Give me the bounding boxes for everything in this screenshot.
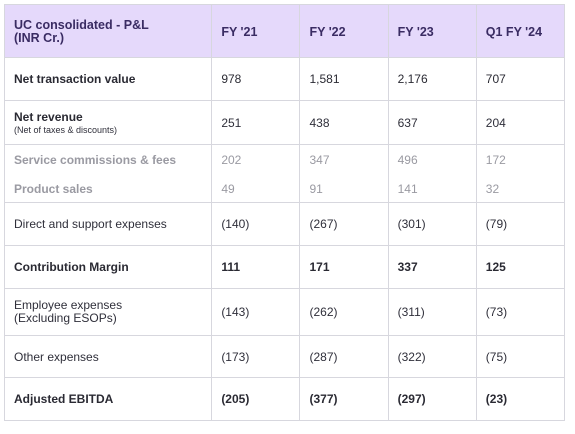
row-adjusted-ebitda: Adjusted EBITDA (205) (377) (297) (23): [3, 377, 566, 421]
row-label-note: (Net of taxes & discounts): [14, 125, 118, 135]
header-label-cell: UC consolidated - P&L (INR Cr.): [3, 4, 213, 58]
row-label: Direct and support expenses: [3, 202, 213, 246]
row-value: 251: [211, 100, 301, 145]
header-period-fy23: FY '23: [387, 4, 477, 58]
row-value: (297): [387, 377, 477, 421]
row-value: (75): [475, 335, 566, 378]
row-value: 49: [211, 175, 301, 203]
row-label-cell: Net revenue (Net of taxes & discounts): [3, 100, 213, 145]
row-value: (262): [299, 288, 389, 336]
row-label: Product sales: [3, 175, 213, 203]
row-label-cell: Employee expenses (Excluding ESOPs): [3, 288, 213, 336]
pl-table: UC consolidated - P&L (INR Cr.) FY '21 F…: [3, 4, 566, 421]
row-value: 496: [387, 144, 477, 176]
row-value: 91: [299, 175, 389, 203]
header-row: UC consolidated - P&L (INR Cr.) FY '21 F…: [3, 4, 566, 58]
row-value: 337: [387, 245, 477, 289]
row-value: (267): [299, 202, 389, 246]
row-value: (23): [475, 377, 566, 421]
header-label-line2: (INR Cr.): [14, 31, 64, 45]
row-direct-support-expenses: Direct and support expenses (140) (267) …: [3, 202, 566, 246]
row-label: Other expenses: [3, 335, 213, 378]
row-value: 172: [475, 144, 566, 176]
row-value: 707: [475, 57, 566, 101]
row-other-expenses: Other expenses (173) (287) (322) (75): [3, 335, 566, 378]
row-value: 111: [211, 245, 301, 289]
row-value: 438: [299, 100, 389, 145]
row-label-note: (Excluding ESOPs): [14, 311, 117, 325]
row-value: 141: [387, 175, 477, 203]
row-label: Net transaction value: [3, 57, 213, 101]
row-value: 171: [299, 245, 389, 289]
row-product-sales: Product sales 49 91 141 32: [3, 175, 566, 203]
row-value: (173): [211, 335, 301, 378]
row-net-transaction-value: Net transaction value 978 1,581 2,176 70…: [3, 57, 566, 101]
row-value: 32: [475, 175, 566, 203]
header-period-fy22: FY '22: [299, 4, 389, 58]
row-label: Adjusted EBITDA: [3, 377, 213, 421]
header-period-q1fy24: Q1 FY '24: [475, 4, 566, 58]
row-value: (301): [387, 202, 477, 246]
row-value: 202: [211, 144, 301, 176]
row-value: (73): [475, 288, 566, 336]
row-value: (287): [299, 335, 389, 378]
row-value: (140): [211, 202, 301, 246]
row-employee-expenses: Employee expenses (Excluding ESOPs) (143…: [3, 288, 566, 336]
row-label: Net revenue: [14, 110, 83, 124]
row-label: Employee expenses: [14, 298, 123, 312]
row-value: 2,176: [387, 57, 477, 101]
row-value: (377): [299, 377, 389, 421]
row-value: 125: [475, 245, 566, 289]
header-label-line1: UC consolidated - P&L: [14, 18, 149, 32]
row-label: Contribution Margin: [3, 245, 213, 289]
row-value: 1,581: [299, 57, 389, 101]
row-value: 347: [299, 144, 389, 176]
row-value: (143): [211, 288, 301, 336]
row-net-revenue: Net revenue (Net of taxes & discounts) 2…: [3, 100, 566, 145]
row-value: 204: [475, 100, 566, 145]
row-value: 978: [211, 57, 301, 101]
row-contribution-margin: Contribution Margin 111 171 337 125: [3, 245, 566, 289]
row-value: (311): [387, 288, 477, 336]
row-value: (79): [475, 202, 566, 246]
row-label: Service commissions & fees: [3, 144, 213, 176]
row-value: (205): [211, 377, 301, 421]
header-period-fy21: FY '21: [211, 4, 301, 58]
row-value: (322): [387, 335, 477, 378]
row-service-commissions: Service commissions & fees 202 347 496 1…: [3, 144, 566, 176]
row-value: 637: [387, 100, 477, 145]
